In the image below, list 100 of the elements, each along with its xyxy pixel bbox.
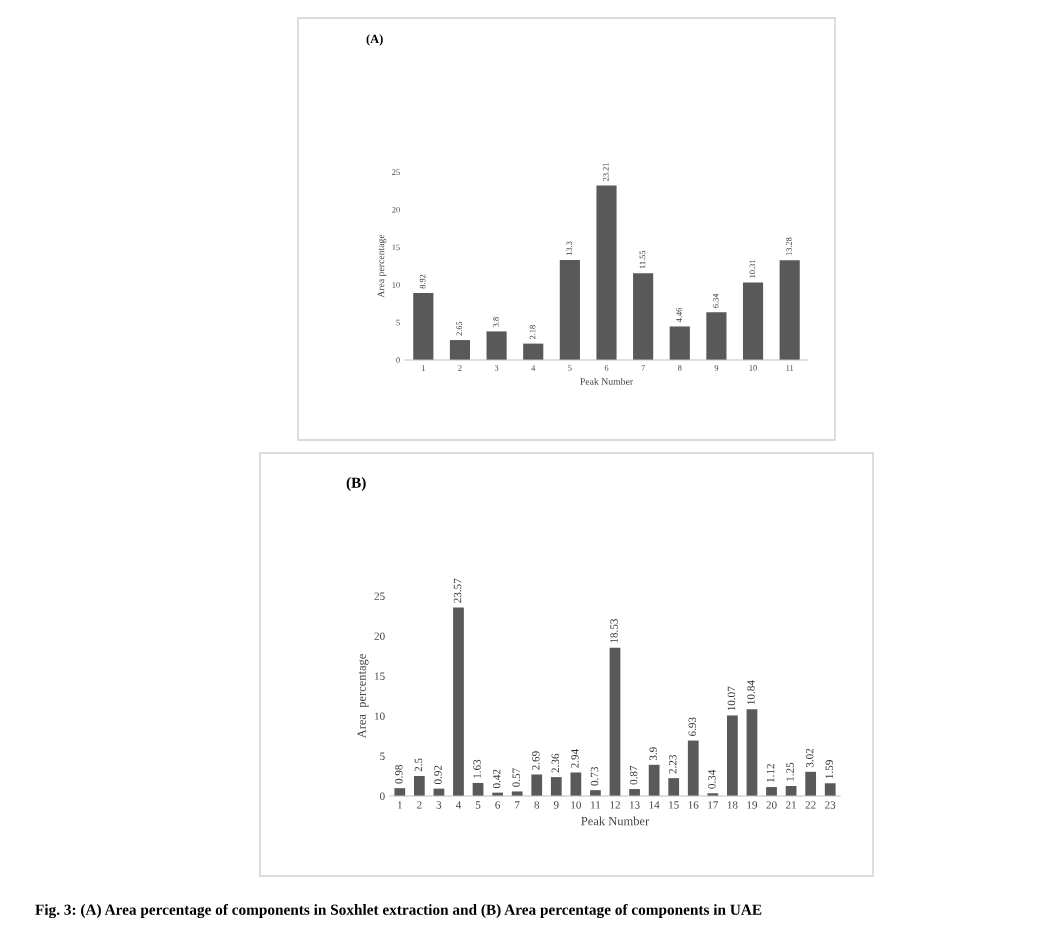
y-tick-label: 5 — [380, 752, 385, 760]
y-tick-label: 20 — [392, 206, 400, 213]
y-tick-label: 10 — [392, 282, 400, 288]
y-tick-label: 25 — [374, 592, 385, 600]
x-tick-label: 1 — [421, 365, 425, 371]
bar — [746, 709, 758, 796]
data-label: 2.69 — [532, 751, 540, 770]
data-label: 1.59 — [825, 760, 834, 779]
x-tick-label: 10 — [749, 365, 757, 371]
x-tick-label: 7 — [641, 365, 645, 371]
data-label: 1.12 — [766, 764, 775, 782]
data-label: 0.92 — [434, 765, 442, 785]
x-tick-label: 14 — [649, 801, 660, 809]
chart-title: (B) — [346, 477, 366, 491]
bar — [570, 772, 582, 796]
data-label: 3.8 — [493, 317, 499, 327]
data-label: 8.92 — [419, 274, 426, 289]
bar — [766, 787, 777, 796]
y-tick-label: 0 — [380, 792, 385, 800]
y-tick-label: 5 — [396, 319, 400, 326]
data-label: 0.57 — [512, 768, 520, 787]
x-tick-label: 16 — [688, 801, 699, 809]
caption: Fig. 3: (A) Area percentage of components in Soxhlet extraction and (B) Area percentage of components in UAE — [35, 903, 762, 919]
data-label: 2.18 — [529, 325, 536, 340]
x-tick-label: 6 — [604, 365, 609, 371]
bar — [633, 273, 654, 360]
x-tick-label: 18 — [727, 801, 738, 809]
x-tick-label: 7 — [515, 801, 520, 809]
x-axis-title: Peak Number — [580, 377, 634, 385]
bar — [453, 607, 464, 796]
data-label: 18.53 — [610, 619, 618, 643]
data-label: 13.28 — [786, 237, 792, 256]
x-tick-label: 2 — [417, 801, 422, 809]
y-tick-label: 15 — [375, 672, 385, 680]
data-label: 6.93 — [688, 717, 697, 736]
data-label: 4.46 — [676, 307, 682, 323]
bar — [609, 647, 621, 796]
x-tick-label: 15 — [669, 801, 679, 809]
bar — [449, 340, 471, 360]
x-tick-label: 13 — [629, 801, 640, 809]
data-label: 2.94 — [571, 749, 579, 768]
y-tick-label: 25 — [392, 169, 400, 175]
x-tick-label: 2 — [458, 365, 462, 371]
data-label: 10.07 — [727, 686, 736, 711]
x-tick-label: 8 — [678, 365, 682, 371]
bar — [413, 292, 434, 360]
data-label: 1.63 — [473, 759, 481, 778]
bar — [523, 343, 544, 360]
x-tick-label: 11 — [591, 801, 601, 809]
data-label: 2.23 — [669, 754, 677, 774]
data-label: 3.9 — [649, 747, 657, 761]
x-tick-label: 3 — [436, 801, 442, 809]
x-tick-label: 9 — [714, 365, 719, 371]
data-label: 23.57 — [453, 578, 462, 603]
bar — [550, 777, 562, 796]
x-tick-label: 5 — [568, 365, 572, 371]
x-tick-label: 8 — [534, 801, 540, 809]
data-label: 2.5 — [414, 758, 423, 772]
x-tick-label: 9 — [553, 801, 559, 809]
bar — [394, 788, 406, 796]
x-tick-label: 10 — [571, 801, 581, 809]
x-tick-label: 21 — [786, 801, 796, 809]
data-label: 0.42 — [492, 769, 501, 789]
data-label: 23.21 — [602, 163, 609, 181]
x-tick-label: 1 — [397, 801, 402, 809]
data-label: 2.36 — [551, 753, 560, 773]
bar — [531, 774, 543, 796]
x-tick-label: 3 — [494, 365, 499, 371]
bar — [824, 783, 836, 796]
x-tick-label: 12 — [610, 801, 620, 809]
data-label: 0.73 — [590, 766, 599, 786]
data-label: 3.02 — [805, 748, 814, 768]
bar — [669, 326, 690, 360]
data-label: 0.87 — [629, 765, 638, 785]
y-tick-label: 15 — [392, 244, 400, 251]
y-tick-label: 0 — [396, 357, 400, 363]
x-tick-label: 17 — [708, 801, 719, 809]
x-tick-label: 22 — [805, 801, 816, 809]
bar — [706, 312, 727, 360]
x-tick-label: 5 — [475, 801, 481, 809]
bar — [687, 740, 699, 796]
data-label: 10.84 — [747, 680, 755, 705]
x-tick-label: 4 — [531, 365, 536, 371]
data-label: 2.65 — [456, 321, 463, 336]
bar — [511, 791, 523, 796]
y-tick-label: 20 — [374, 632, 385, 640]
data-label: 0.34 — [708, 769, 716, 789]
bar — [668, 778, 680, 796]
bar — [559, 259, 580, 360]
data-label: 0.98 — [395, 764, 403, 784]
x-tick-label: 23 — [825, 801, 836, 809]
x-tick-label: 20 — [766, 801, 777, 809]
bar — [486, 331, 507, 360]
data-label: 1.25 — [786, 762, 794, 781]
bar — [779, 260, 800, 360]
x-tick-label: 6 — [495, 801, 501, 809]
bar — [648, 764, 660, 796]
data-label: 13.3 — [566, 241, 572, 256]
y-tick-label: 10 — [375, 712, 385, 720]
x-tick-label: 11 — [786, 365, 794, 371]
